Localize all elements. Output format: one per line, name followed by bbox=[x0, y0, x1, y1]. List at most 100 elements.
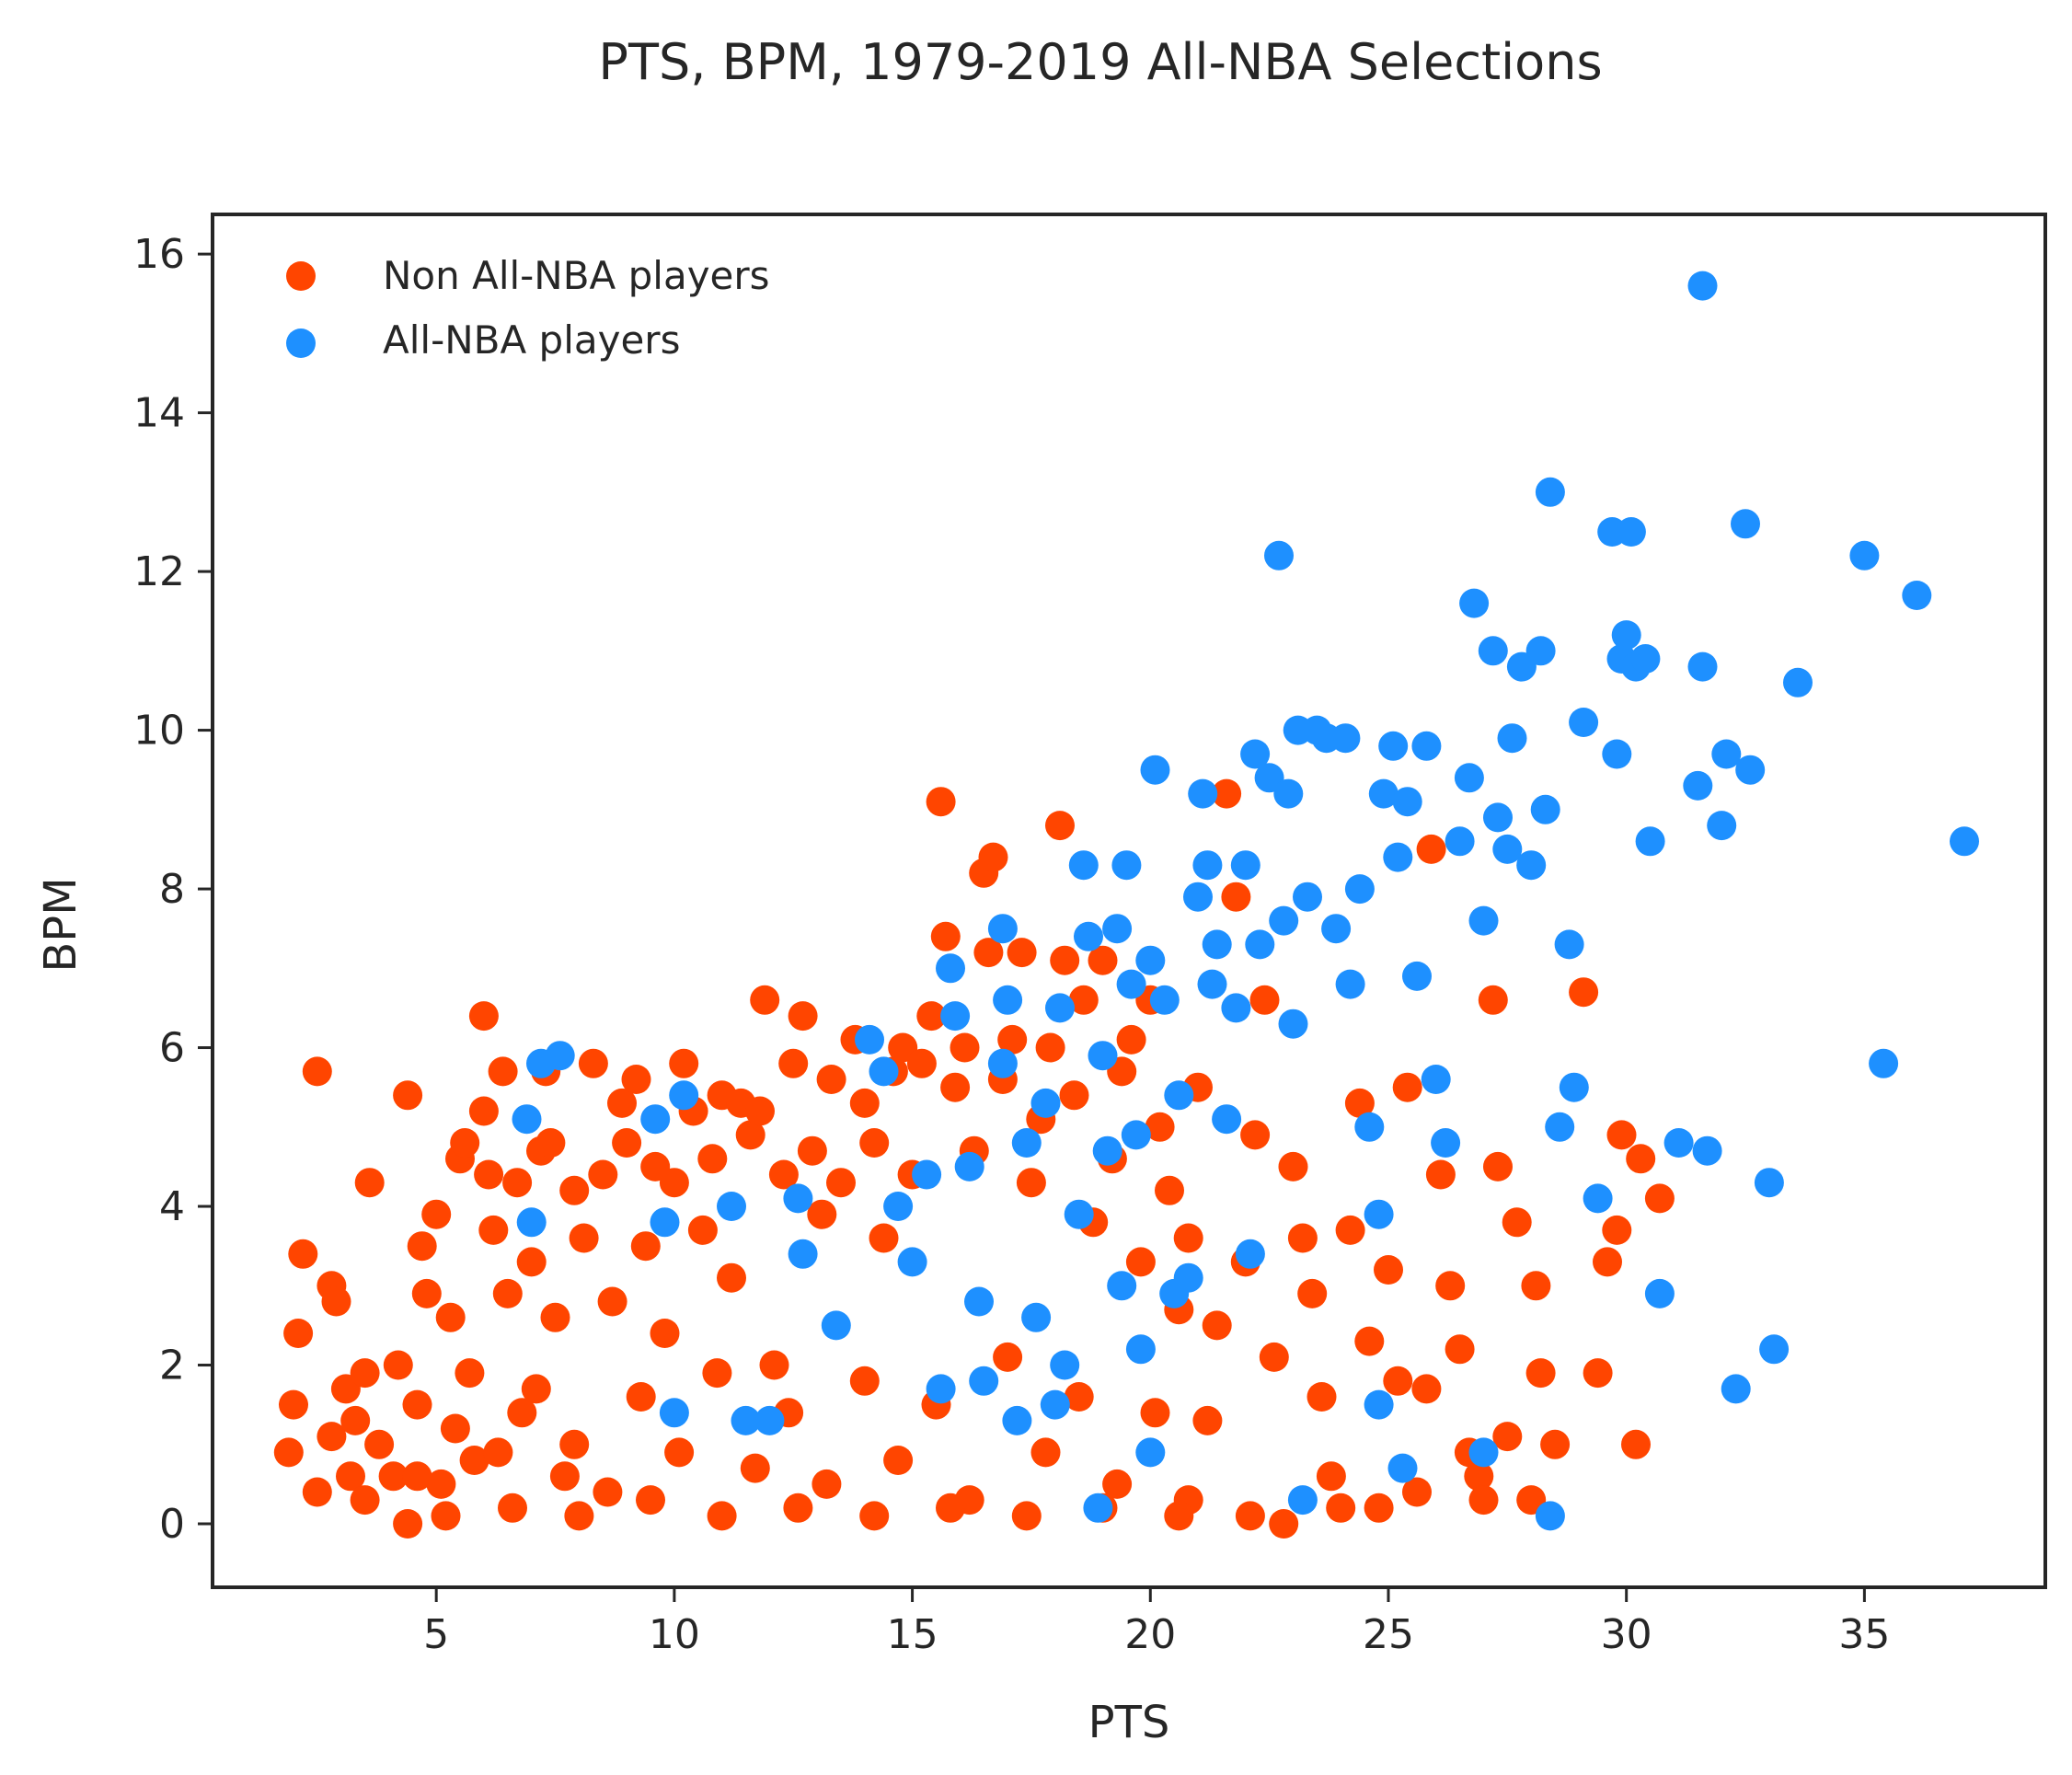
non-all-nba-point bbox=[1145, 1112, 1175, 1142]
non-all-nba-point bbox=[1392, 1072, 1422, 1102]
non-all-nba-point bbox=[393, 1509, 423, 1539]
non-all-nba-point bbox=[1173, 1223, 1203, 1253]
all-nba-point bbox=[1950, 826, 1979, 857]
non-all-nba-point bbox=[1116, 1024, 1146, 1055]
non-all-nba-point bbox=[940, 1072, 971, 1102]
x-tick-label: 25 bbox=[1363, 1611, 1414, 1658]
non-all-nba-point bbox=[507, 1398, 537, 1428]
x-tick-label: 30 bbox=[1601, 1611, 1652, 1658]
non-all-nba-point bbox=[407, 1231, 437, 1262]
all-nba-point bbox=[659, 1398, 689, 1428]
all-nba-point bbox=[1368, 778, 1399, 809]
y-tick-label: 4 bbox=[159, 1183, 185, 1230]
non-all-nba-point bbox=[340, 1405, 371, 1435]
non-all-nba-point bbox=[569, 1223, 599, 1253]
non-all-nba-point bbox=[1383, 1366, 1413, 1396]
non-all-nba-point bbox=[440, 1413, 470, 1444]
all-nba-point bbox=[1644, 1278, 1675, 1308]
non-all-nba-point bbox=[973, 938, 1004, 968]
x-tick-label: 15 bbox=[887, 1611, 938, 1658]
all-nba-point bbox=[783, 1183, 813, 1214]
non-all-nba-point bbox=[468, 1001, 499, 1032]
all-nba-point bbox=[954, 1151, 984, 1181]
non-all-nba-point bbox=[659, 1168, 689, 1198]
all-nba-point bbox=[1525, 636, 1556, 666]
non-all-nba-point bbox=[1335, 1215, 1365, 1245]
non-all-nba-point bbox=[535, 1128, 566, 1158]
all-nba-point bbox=[1068, 850, 1099, 881]
all-nba-point bbox=[1321, 914, 1352, 944]
non-all-nba-point bbox=[1540, 1429, 1571, 1459]
all-nba-point bbox=[1021, 1302, 1052, 1332]
non-all-nba-point bbox=[564, 1501, 594, 1531]
non-all-nba-point bbox=[1278, 1151, 1308, 1181]
non-all-nba-point bbox=[1569, 977, 1599, 1008]
non-all-nba-point bbox=[687, 1215, 718, 1245]
non-all-nba-point bbox=[1593, 1247, 1622, 1277]
non-all-nba-point bbox=[717, 1262, 746, 1293]
all-nba-point bbox=[1383, 842, 1413, 872]
non-all-nba-point bbox=[1088, 945, 1118, 975]
x-tick-label: 20 bbox=[1124, 1611, 1176, 1658]
non-all-nba-point bbox=[1102, 1469, 1133, 1499]
non-all-nba-point bbox=[1307, 1382, 1337, 1412]
non-all-nba-point bbox=[350, 1485, 380, 1516]
all-nba-point bbox=[1849, 540, 1880, 571]
non-all-nba-point bbox=[664, 1437, 695, 1468]
non-all-nba-point bbox=[588, 1159, 618, 1190]
non-all-nba-point bbox=[549, 1461, 580, 1492]
all-nba-point bbox=[821, 1310, 851, 1341]
non-all-nba-point bbox=[1492, 1422, 1523, 1452]
all-nba-point bbox=[1378, 731, 1409, 761]
all-nba-point bbox=[926, 1374, 956, 1404]
non-all-nba-point bbox=[1468, 1485, 1499, 1516]
all-nba-point bbox=[1287, 1485, 1318, 1516]
non-all-nba-point bbox=[778, 1048, 809, 1078]
all-nba-point bbox=[1011, 1128, 1042, 1158]
non-all-nba-point bbox=[1030, 1437, 1061, 1468]
non-all-nba-point bbox=[1374, 1255, 1403, 1285]
all-nba-point bbox=[1711, 739, 1742, 769]
non-all-nba-point bbox=[483, 1437, 513, 1468]
all-nba-point bbox=[1387, 1453, 1418, 1483]
non-all-nba-point bbox=[364, 1429, 395, 1459]
non-all-nba-point bbox=[1050, 945, 1080, 975]
all-nba-point bbox=[1240, 739, 1271, 769]
all-nba-point bbox=[545, 1041, 575, 1071]
all-nba-point bbox=[1707, 811, 1737, 841]
non-all-nba-point bbox=[1344, 1088, 1375, 1118]
y-tick-label: 6 bbox=[159, 1025, 185, 1072]
all-nba-point bbox=[1478, 636, 1508, 666]
non-all-nba-point bbox=[411, 1278, 442, 1308]
non-all-nba-point bbox=[1235, 1501, 1265, 1531]
non-all-nba-point bbox=[383, 1350, 413, 1380]
all-nba-point bbox=[1364, 1199, 1394, 1229]
non-all-nba-point bbox=[1212, 778, 1242, 809]
all-nba-point bbox=[1583, 1183, 1613, 1214]
non-all-nba-point bbox=[1316, 1461, 1346, 1492]
non-all-nba-point bbox=[859, 1128, 890, 1158]
non-all-nba-point bbox=[1202, 1310, 1232, 1341]
non-all-nba-point bbox=[768, 1159, 799, 1190]
y-tick-label: 14 bbox=[133, 390, 185, 437]
non-all-nba-point bbox=[812, 1469, 842, 1499]
all-nba-point bbox=[1173, 1262, 1203, 1293]
all-nba-point bbox=[1402, 961, 1432, 991]
non-all-nba-point bbox=[1402, 1477, 1432, 1507]
all-nba-point bbox=[1135, 1437, 1166, 1468]
series-all-nba bbox=[512, 271, 1979, 1531]
all-nba-point bbox=[1483, 802, 1513, 833]
non-all-nba-point bbox=[1269, 1509, 1299, 1539]
all-nba-point bbox=[1454, 763, 1484, 793]
all-nba-point bbox=[1492, 834, 1523, 864]
y-tick-label: 16 bbox=[133, 231, 185, 278]
all-nba-point bbox=[1092, 1135, 1122, 1166]
non-all-nba-point bbox=[336, 1461, 365, 1492]
non-all-nba-point bbox=[1221, 882, 1251, 912]
all-nba-point bbox=[1559, 1072, 1589, 1102]
non-all-nba-point bbox=[516, 1247, 547, 1277]
all-nba-point bbox=[1212, 1104, 1242, 1135]
all-nba-point bbox=[1221, 993, 1251, 1023]
all-nba-point bbox=[1754, 1168, 1784, 1198]
non-all-nba-point bbox=[626, 1382, 656, 1412]
